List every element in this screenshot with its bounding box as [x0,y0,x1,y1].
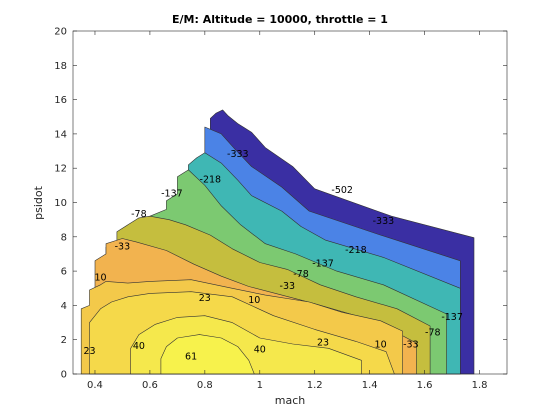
contour-label: -78 [131,209,147,220]
y-axis: 0 2 4 6 8 10 12 14 16 18 20 [54,27,507,381]
contour-label: -78 [293,269,309,280]
y-tick-label: 8 [61,232,67,243]
contour-label: -137 [312,259,334,270]
contour-label: 40 [254,345,266,356]
contour-label: 23 [199,293,211,304]
x-tick-label: 0.8 [197,380,213,391]
y-tick-label: 20 [54,27,67,38]
y-tick-label: 14 [54,129,67,140]
x-tick-label: 1.8 [472,380,488,391]
contour-label: 40 [133,341,145,352]
x-tick-label: 0.6 [142,380,158,391]
contour-label: -33 [403,339,419,350]
y-tick-label: 12 [54,164,67,175]
contour-labels: -502-333-333-218-218-137-137-137-78-78-7… [83,149,462,362]
contour-bands [80,109,475,375]
contour-label: -33 [115,242,131,253]
contour-band [160,334,255,375]
y-tick-label: 0 [61,370,67,381]
x-tick-label: 1.4 [362,380,378,391]
y-tick-label: 6 [61,267,67,278]
contour-label: -333 [373,216,395,227]
x-tick-label: 1.6 [417,380,433,391]
contour-label: -502 [331,185,353,196]
contour-label: -333 [227,149,249,160]
contour-label: 23 [83,346,95,357]
y-tick-label: 18 [54,61,67,72]
contour-label: -218 [345,245,367,256]
contour-label: -33 [280,281,296,292]
contour-label: -137 [161,188,183,199]
contour-label: 61 [185,351,197,362]
contour-label: -137 [441,312,463,323]
contour-label: 23 [317,338,329,349]
y-tick-label: 16 [54,95,67,106]
y-axis-label: psidot [32,185,45,219]
y-tick-label: 2 [61,335,67,346]
x-axis-label: mach [275,394,306,407]
plot-area: -502-333-333-218-218-137-137-137-78-78-7… [72,30,508,375]
y-tick-label: 10 [54,198,67,209]
x-tick-label: 1 [257,380,263,391]
x-tick-label: 1.2 [307,380,323,391]
contour-label: 10 [94,273,106,284]
x-axis: 0.4 0.6 0.8 1 1.2 1.4 1.6 1.8 [87,31,487,391]
x-tick-label: 0.4 [87,380,103,391]
contour-label: -218 [200,175,222,186]
contour-label: 10 [248,295,260,306]
contour-label: -78 [425,327,441,338]
contour-label: 10 [375,339,387,350]
y-tick-label: 4 [61,301,67,312]
chart-title: E/M: Altitude = 10000, throttle = 1 [172,13,388,26]
